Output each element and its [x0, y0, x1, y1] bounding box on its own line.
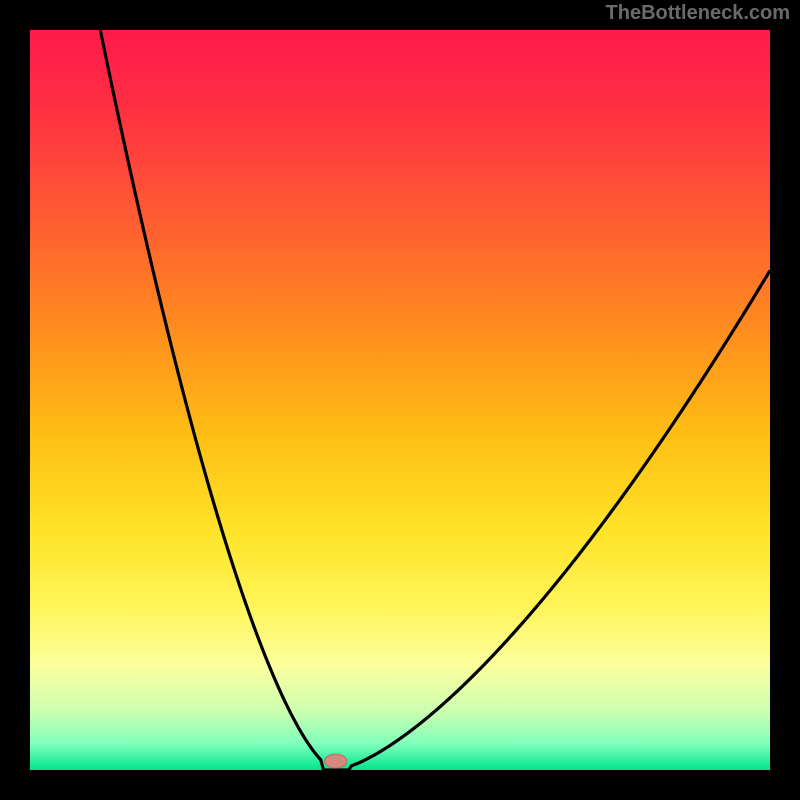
chart-svg	[0, 0, 800, 800]
watermark-text: TheBottleneck.com	[606, 2, 790, 25]
optimum-marker	[325, 754, 347, 768]
chart-frame: TheBottleneck.com	[0, 0, 800, 800]
gradient-background	[30, 30, 770, 770]
